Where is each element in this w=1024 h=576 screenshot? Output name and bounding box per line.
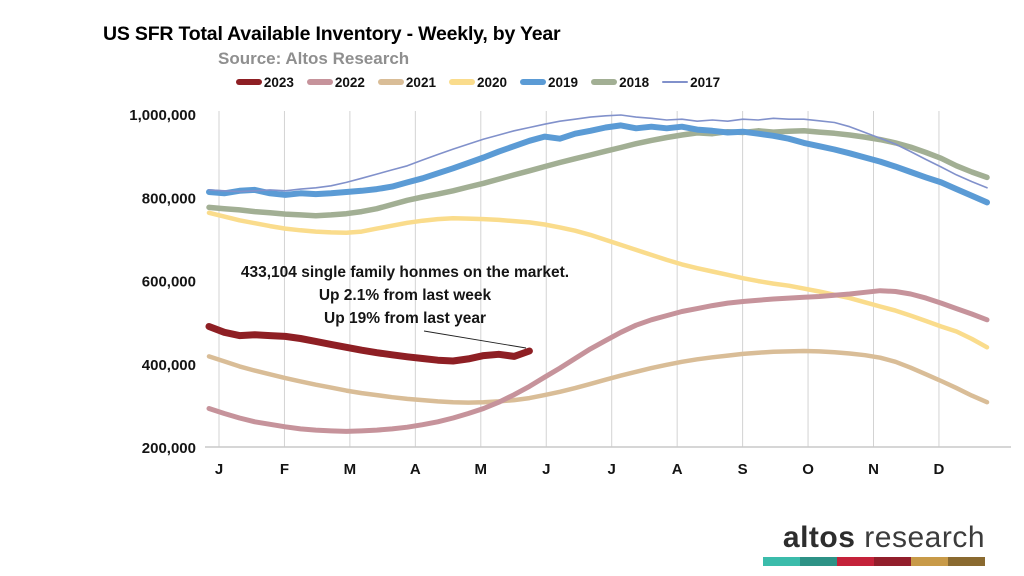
- y-axis-label: 1,000,000: [129, 107, 196, 124]
- legend-swatch-2021: [377, 79, 404, 85]
- page-title: US SFR Total Available Inventory - Weekl…: [103, 23, 561, 45]
- logo-bar-segment: [763, 557, 800, 566]
- x-axis-label: M: [344, 461, 357, 478]
- legend-swatch-2023: [235, 79, 262, 85]
- legend-swatch-2020: [448, 79, 475, 85]
- logo-text: altos research: [753, 522, 985, 554]
- chart-source-subtitle: Source: Altos Research: [218, 49, 410, 68]
- legend-label: 2018: [619, 74, 650, 90]
- legend: 2023 2022 2021 2020 2019 2018 2017: [0, 73, 956, 91]
- legend-swatch-2018: [591, 79, 618, 85]
- annotation: 433,104 single family honmes on the mark…: [190, 261, 620, 330]
- y-axis-label: 600,000: [142, 274, 196, 291]
- legend-swatch-2022: [306, 79, 333, 85]
- y-axis-label: 800,000: [142, 190, 196, 207]
- logo-bar-segment: [800, 557, 837, 566]
- legend-label: 2022: [334, 74, 365, 90]
- x-axis-label: F: [280, 461, 289, 478]
- legend-label: 2023: [263, 74, 294, 90]
- logo-text-research: research: [864, 521, 985, 554]
- logo-bar-segment: [948, 557, 985, 566]
- annotation-line-3: Up 19% from last year: [324, 310, 486, 327]
- legend-item-2022: 2022: [306, 74, 365, 90]
- x-axis-label: N: [868, 461, 879, 478]
- legend-item-2021: 2021: [377, 74, 436, 90]
- x-axis-label: J: [542, 461, 550, 478]
- legend-item-2020: 2020: [448, 74, 508, 90]
- x-axis-label: M: [475, 461, 488, 478]
- altos-research-logo: altos research: [753, 522, 985, 566]
- annotation-pointer-line: [423, 330, 527, 349]
- legend-label: 2019: [548, 74, 579, 90]
- y-axis-label: 200,000: [142, 440, 196, 457]
- series-line-2022: [206, 288, 990, 434]
- legend-label: 2020: [476, 74, 508, 90]
- series-line-2017: [208, 114, 988, 193]
- logo-bar-segment: [911, 557, 948, 566]
- x-axis-label: O: [802, 461, 814, 478]
- series-line-2019: [206, 122, 990, 206]
- legend-swatch-2017: [662, 81, 689, 83]
- x-axis-label: A: [410, 461, 421, 478]
- logo-color-bar: [763, 557, 985, 566]
- series-line-2020: [206, 210, 990, 350]
- series-line-2023: [205, 323, 533, 365]
- x-axis-label: J: [215, 461, 223, 478]
- logo-text-altos: altos: [782, 521, 856, 554]
- x-axis-label: S: [738, 461, 748, 478]
- logo-bar-segment: [837, 557, 874, 566]
- legend-item-2017: 2017: [662, 75, 720, 90]
- legend-item-2018: 2018: [591, 75, 649, 90]
- x-axis-label: J: [608, 461, 616, 478]
- series-line-2018: [206, 128, 990, 219]
- legend-swatch-2019: [520, 79, 547, 85]
- legend-item-2019: 2019: [520, 75, 578, 90]
- legend-item-2023: 2023: [235, 74, 294, 90]
- annotation-line-1: 433,104 single family honmes on the mark…: [240, 264, 570, 281]
- y-axis-label: 400,000: [142, 357, 196, 374]
- series-line-2021: [206, 348, 990, 405]
- x-axis-label: A: [672, 461, 683, 478]
- annotation-line-2: Up 2.1% from last week: [318, 287, 492, 304]
- legend-label: 2021: [405, 74, 436, 90]
- legend-label: 2017: [690, 74, 721, 90]
- x-axis-label: D: [934, 461, 945, 478]
- logo-bar-segment: [874, 557, 911, 566]
